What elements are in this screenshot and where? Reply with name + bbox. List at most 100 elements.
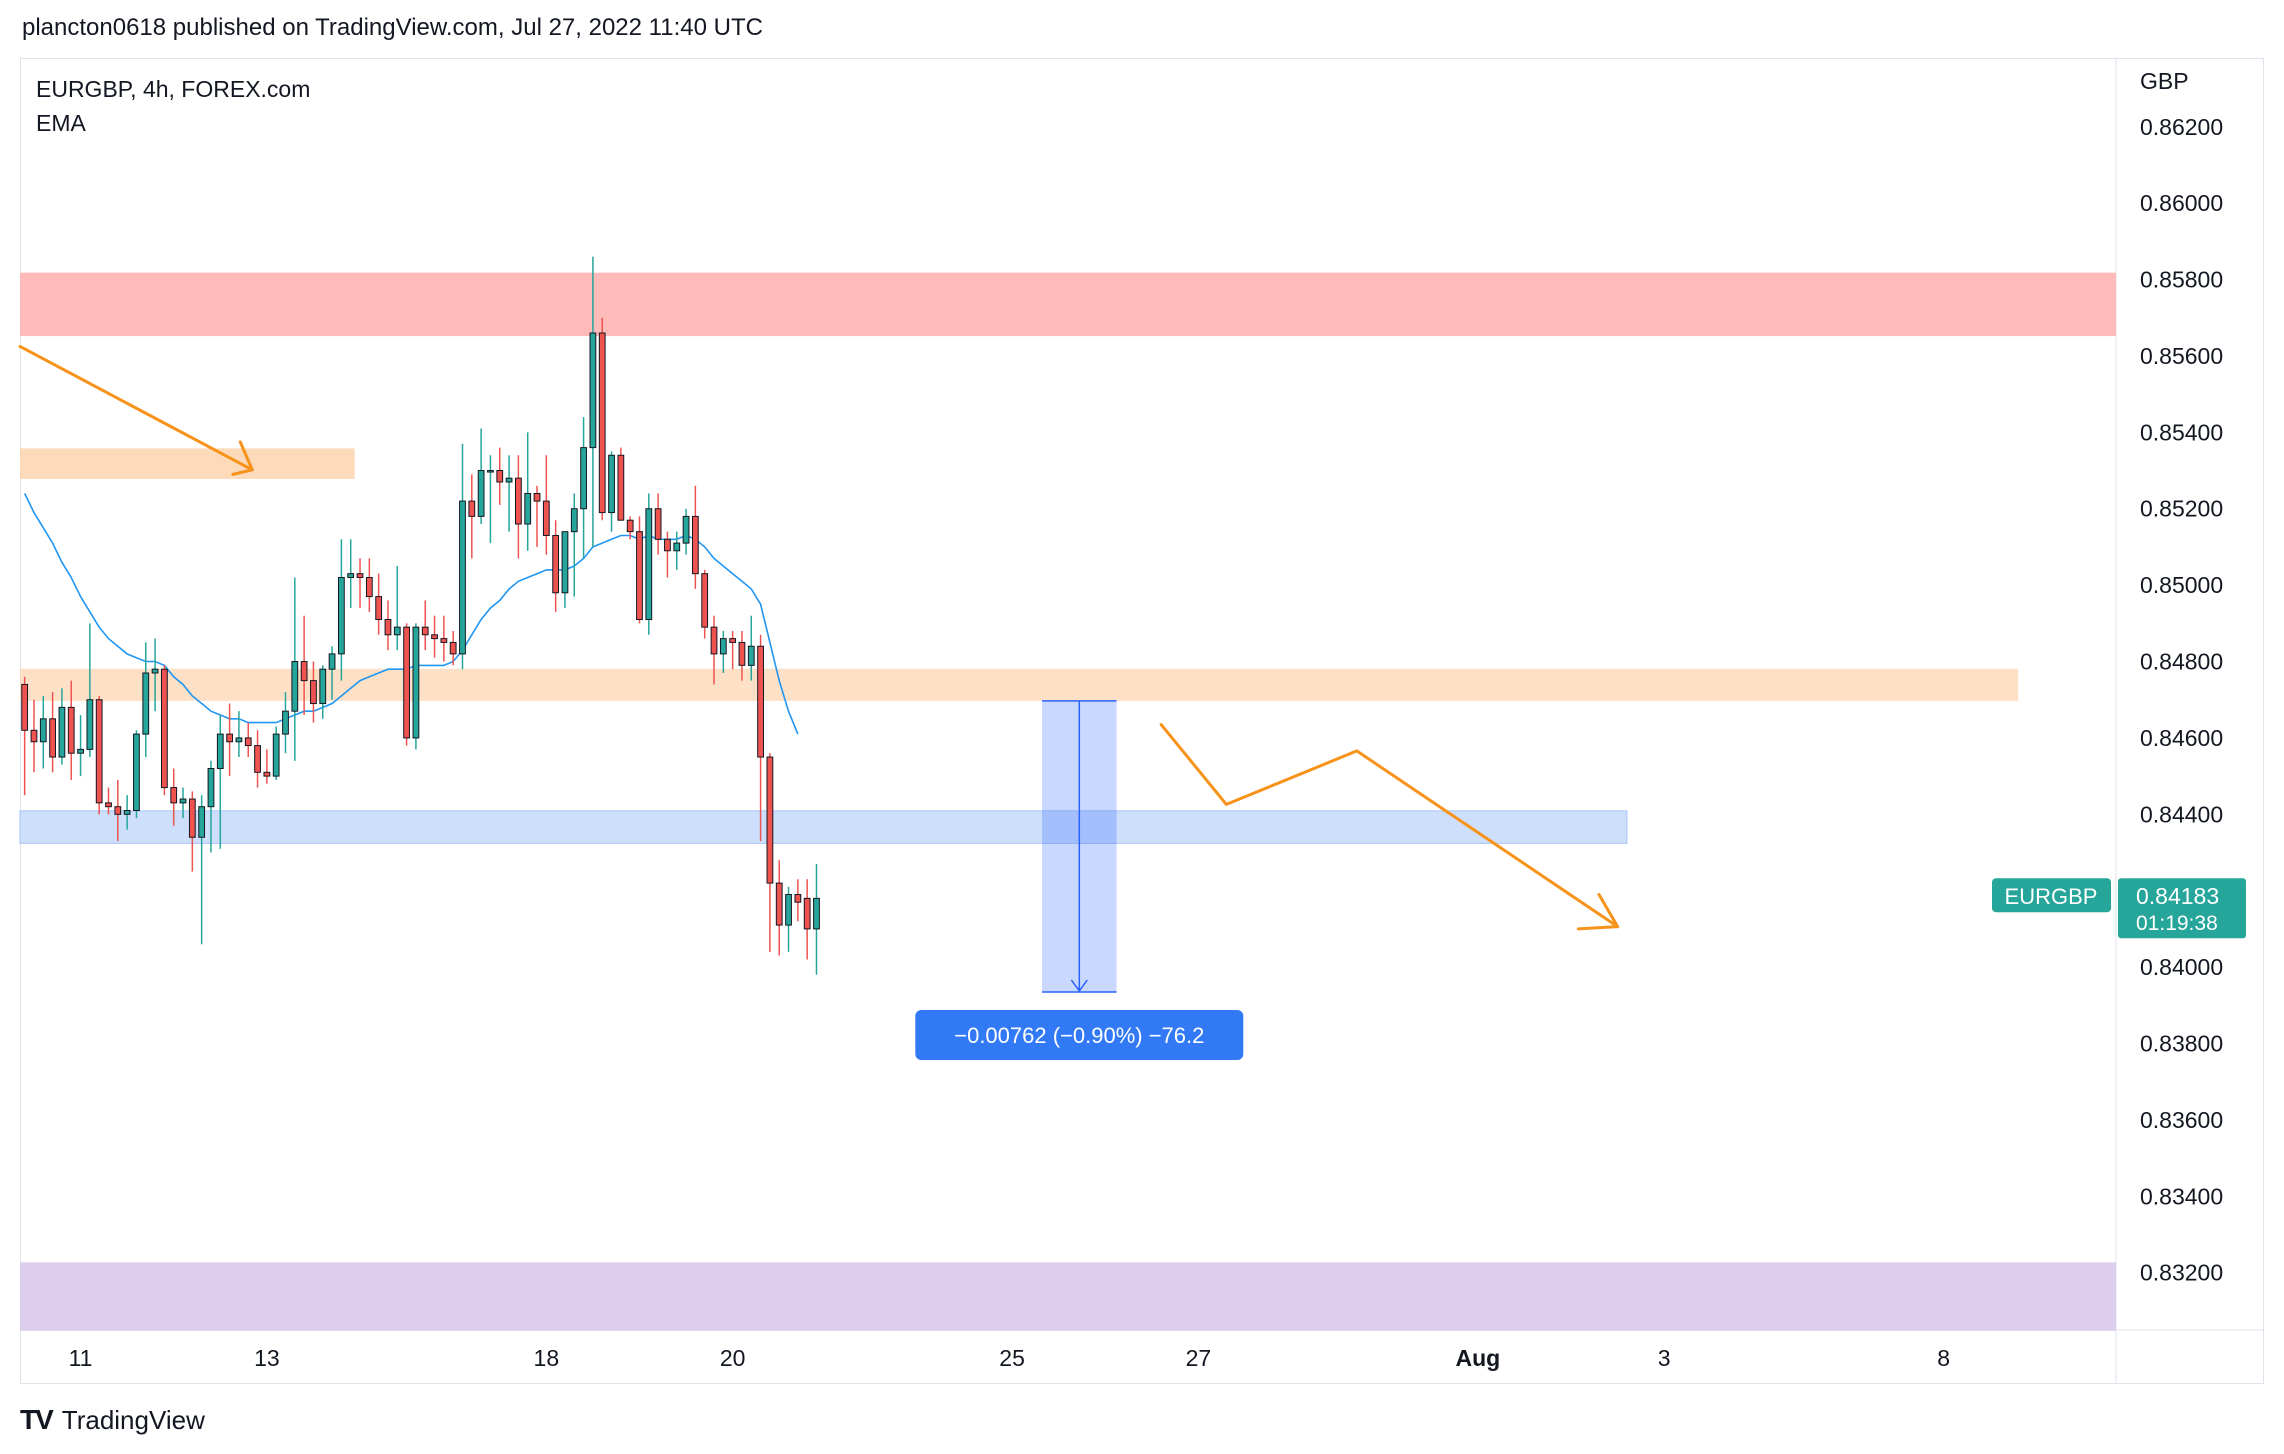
candle (77, 715, 84, 777)
candle (654, 493, 662, 555)
candle-body (775, 882, 783, 926)
candle (524, 432, 532, 551)
candle-body (300, 661, 308, 682)
candle (319, 665, 327, 719)
candle-body (151, 668, 159, 674)
price-tick-label: 0.84800 (2140, 649, 2223, 675)
candle-body (654, 508, 662, 540)
candle (356, 558, 364, 609)
candle (86, 623, 94, 758)
candle (161, 665, 168, 796)
candle-body (198, 806, 206, 838)
candle-body (310, 680, 317, 705)
candle (626, 516, 634, 540)
measure-label: −0.00762 (−0.90%) −76.2 (954, 1023, 1204, 1048)
candle-body (421, 626, 429, 636)
candle-body (691, 515, 699, 575)
candle-body (645, 508, 653, 621)
symbol-legend[interactable]: EURGBP, 4h, FOREX.com (36, 76, 311, 102)
time-tick-label: 3 (1658, 1345, 1671, 1371)
projection-arrow-head-left (231, 440, 254, 476)
candle (440, 615, 448, 662)
candle-body (710, 626, 718, 655)
candle (123, 795, 131, 830)
candle (477, 428, 485, 525)
candle (328, 646, 336, 700)
candle-body (757, 645, 764, 758)
candle (49, 692, 56, 773)
candle-body (617, 454, 625, 521)
bar-countdown-label: 01:19:38 (2136, 912, 2218, 935)
candle-body (561, 531, 569, 594)
candle-body (673, 542, 681, 552)
candle-body (142, 672, 150, 735)
measure-label-box (915, 1009, 1244, 1060)
candle-body (747, 645, 755, 666)
chart-frame (20, 58, 2264, 1384)
time-tick-label: 27 (1186, 1345, 1212, 1371)
candle-body (114, 806, 122, 815)
candle (337, 539, 345, 681)
candle-body (431, 634, 438, 640)
candle-body (766, 756, 774, 884)
brand-name[interactable]: TradingView (61, 1404, 205, 1435)
candle (310, 661, 317, 723)
candle (39, 695, 47, 769)
time-tick-label: 11 (69, 1345, 93, 1371)
price-tick-label: 0.85000 (2140, 572, 2223, 598)
symbol-tag-label: EURGBP (2005, 884, 2098, 909)
candle-body (77, 748, 84, 754)
price-tick-label: 0.85800 (2140, 267, 2223, 293)
candle-body (794, 894, 802, 903)
candle (300, 615, 308, 716)
candle-body (440, 638, 448, 643)
candle-body (785, 894, 792, 926)
upper-orange-zone (20, 448, 355, 479)
candle (30, 699, 38, 773)
candle-body (161, 668, 168, 789)
candle-body (179, 798, 187, 804)
candle (347, 539, 355, 609)
candle (766, 753, 774, 952)
candle-body (384, 619, 392, 636)
candle-body (226, 733, 233, 743)
candle-body (133, 733, 140, 812)
measure-arrow-head (1070, 979, 1088, 993)
candle-body (505, 477, 513, 483)
candle (95, 695, 103, 815)
candle (170, 768, 178, 826)
candle (589, 256, 597, 547)
candle (263, 749, 271, 784)
candle (384, 600, 392, 651)
candle (570, 493, 578, 597)
price-tick-label: 0.84000 (2140, 954, 2223, 980)
candle (375, 573, 383, 635)
candle-body (282, 710, 289, 735)
candle (785, 886, 792, 952)
candle (403, 623, 410, 746)
candle-body (328, 653, 336, 670)
candle-body (356, 573, 364, 578)
resistance-zone (20, 272, 2116, 337)
candle-body (636, 531, 643, 621)
tradingview-logo-icon[interactable]: TV (20, 1404, 54, 1435)
candle (580, 417, 587, 559)
price-tick-label: 0.86000 (2140, 190, 2223, 216)
candle (757, 634, 764, 842)
candle (533, 485, 541, 547)
indicator-legend[interactable]: EMA (36, 110, 86, 136)
candle-body (188, 798, 196, 838)
candle (179, 787, 187, 819)
candle-body (337, 576, 345, 655)
candle-body (30, 729, 38, 743)
candle-body (393, 626, 401, 636)
candle-body (533, 492, 541, 502)
candle (738, 630, 746, 681)
candle (272, 726, 280, 780)
candle (151, 638, 159, 712)
candle (365, 558, 373, 612)
candle-body (49, 718, 56, 758)
candle (729, 630, 737, 670)
candle-body (459, 500, 466, 655)
